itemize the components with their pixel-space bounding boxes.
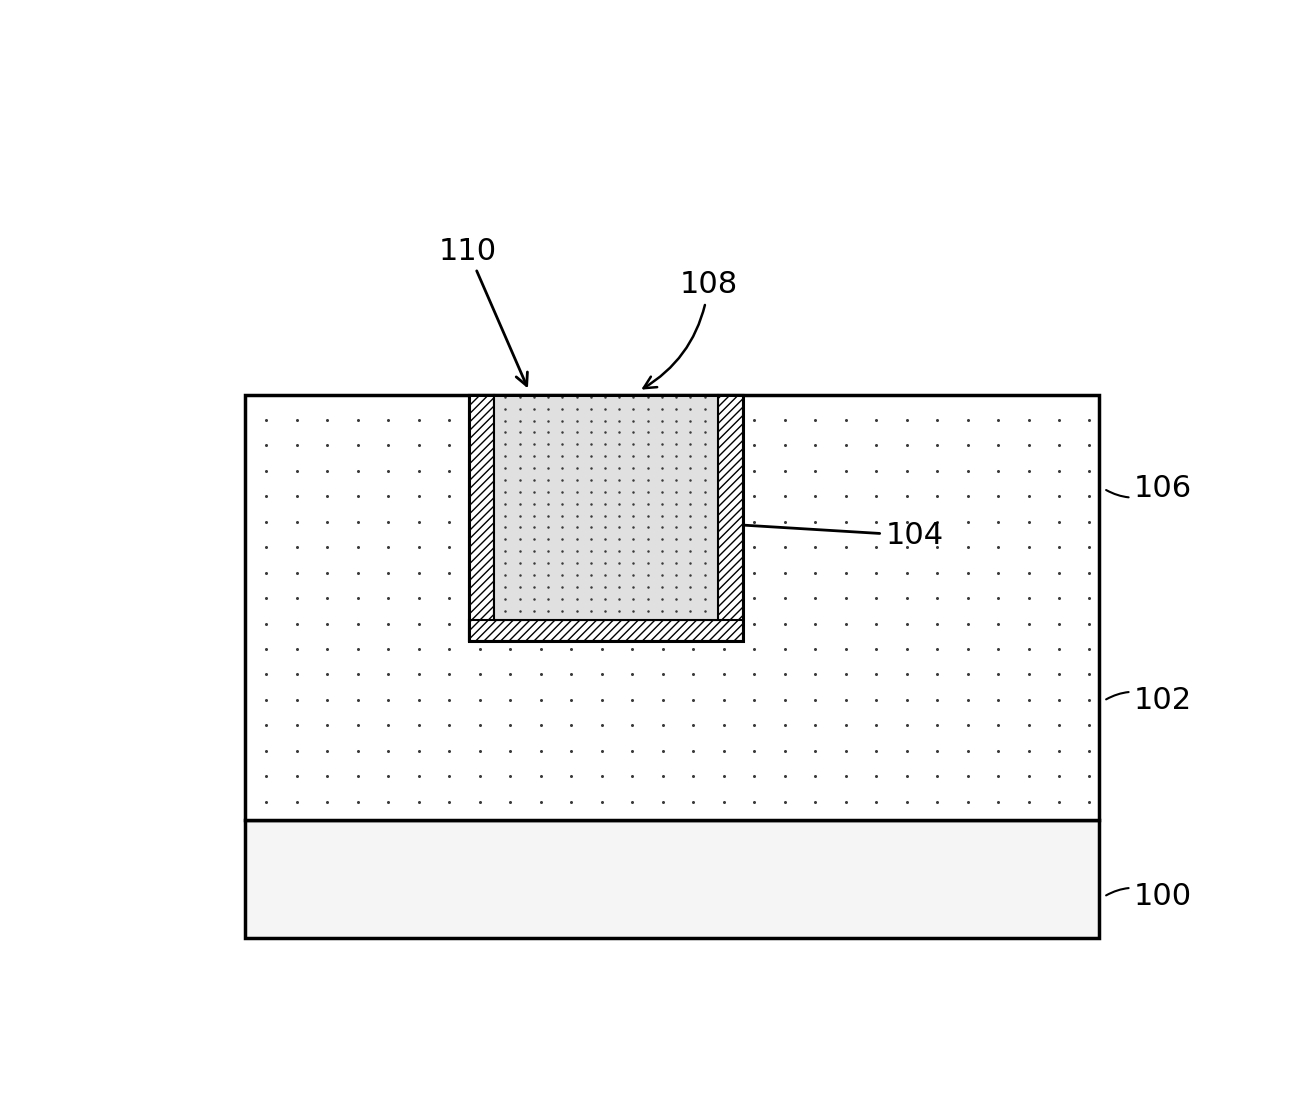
- Text: 106: 106: [1106, 474, 1192, 504]
- Text: 102: 102: [1106, 687, 1192, 715]
- Bar: [494, 396, 717, 620]
- Text: 104: 104: [718, 518, 944, 550]
- Bar: [469, 396, 494, 641]
- Bar: [717, 396, 743, 641]
- Bar: [245, 396, 1099, 820]
- Bar: [469, 396, 743, 641]
- Text: 108: 108: [644, 270, 738, 388]
- Bar: [245, 820, 1099, 939]
- Bar: [469, 620, 743, 641]
- Text: 110: 110: [439, 237, 527, 386]
- Text: 100: 100: [1106, 883, 1192, 911]
